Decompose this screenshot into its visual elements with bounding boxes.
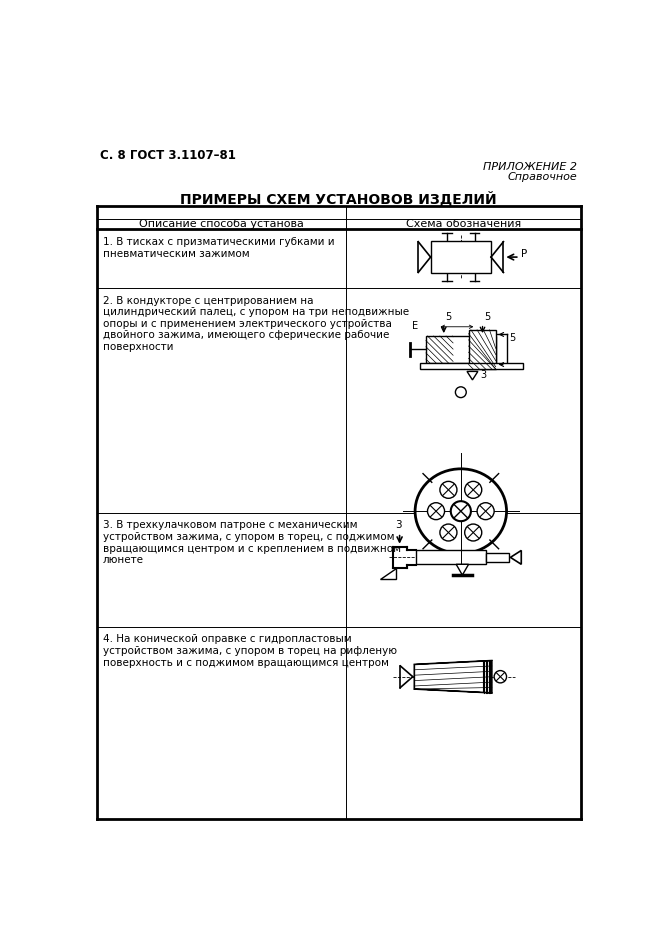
Circle shape — [440, 481, 457, 498]
Text: 5: 5 — [446, 312, 451, 322]
Polygon shape — [456, 564, 469, 575]
Bar — [420, 363, 523, 369]
Bar — [426, 336, 496, 363]
Text: P: P — [522, 249, 527, 259]
Polygon shape — [510, 550, 522, 564]
Text: 3: 3 — [480, 370, 486, 379]
Bar — [416, 550, 486, 564]
Text: ПРИМЕРЫ СХЕМ УСТАНОВОВ ИЗДЕЛИЙ: ПРИМЕРЫ СХЕМ УСТАНОВОВ ИЗДЕЛИЙ — [180, 192, 496, 207]
Text: 5: 5 — [509, 333, 515, 343]
Text: С. 8 ГОСТ 3.1107–81: С. 8 ГОСТ 3.1107–81 — [100, 149, 235, 162]
Text: Схема обозначения: Схема обозначения — [406, 219, 521, 229]
Text: Справочное: Справочное — [508, 171, 577, 182]
Text: 3. В трехкулачковом патроне с механическим
устройством зажима, с упором в торец,: 3. В трехкулачковом патроне с механическ… — [102, 520, 401, 565]
Circle shape — [451, 501, 471, 521]
Bar — [486, 553, 509, 562]
Circle shape — [440, 524, 457, 541]
Circle shape — [428, 503, 445, 519]
Polygon shape — [414, 661, 492, 693]
Circle shape — [477, 503, 494, 519]
Text: E: E — [412, 321, 418, 330]
Text: 1. В тисках с призматическими губками и
пневматическим зажимом: 1. В тисках с призматическими губками и … — [102, 237, 334, 258]
Polygon shape — [380, 568, 396, 579]
Bar — [469, 329, 496, 369]
Circle shape — [465, 481, 482, 498]
Text: Описание способа установа: Описание способа установа — [139, 219, 304, 229]
Text: ПРИЛОЖЕНИЕ 2: ПРИЛОЖЕНИЕ 2 — [483, 162, 577, 172]
Circle shape — [455, 387, 466, 398]
Circle shape — [465, 524, 482, 541]
Polygon shape — [467, 372, 478, 380]
Bar — [430, 241, 491, 273]
Text: 5: 5 — [484, 312, 490, 322]
Circle shape — [494, 670, 506, 683]
Text: 2. В кондукторе с центрированием на
цилиндрический палец, с упором на три неподв: 2. В кондукторе с центрированием на цили… — [102, 296, 409, 352]
Ellipse shape — [415, 469, 506, 553]
Text: 3: 3 — [395, 519, 401, 530]
Text: 4. На конической оправке с гидропластовым
устройством зажима, с упором в торец н: 4. На конической оправке с гидропластовы… — [102, 635, 397, 667]
